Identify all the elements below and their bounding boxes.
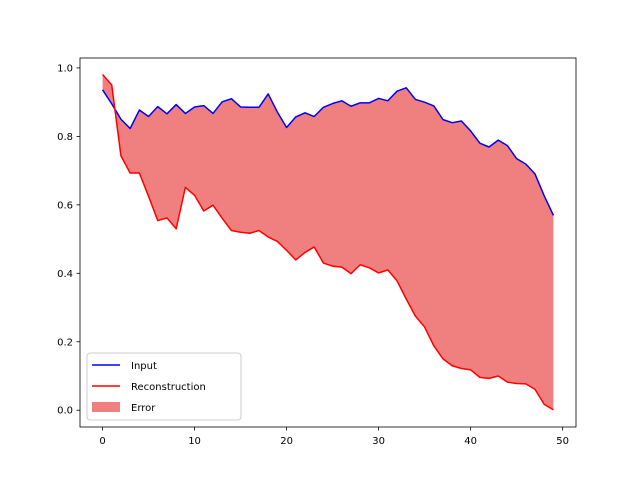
y-tick-label: 0.8 xyxy=(57,132,73,143)
x-tick-label: 30 xyxy=(372,436,385,447)
y-tick-label: 0.4 xyxy=(57,269,73,280)
y-tick-label: 0.6 xyxy=(57,200,73,211)
legend-input-label: Input xyxy=(131,361,157,372)
legend-error-swatch xyxy=(92,402,120,412)
y-tick-label: 0.2 xyxy=(57,337,73,348)
axes-frame xyxy=(79,57,577,428)
axes: 0 10 20 30 40 50 0.0 0.2 0.4 0.6 0.8 1.0 xyxy=(57,57,577,447)
input-line xyxy=(101,87,555,216)
legend-error-label: Error xyxy=(131,403,156,414)
x-tick-label: 50 xyxy=(556,436,569,447)
y-tick-label: 0.0 xyxy=(57,406,73,417)
error-area xyxy=(102,74,554,410)
y-tick-label: 1.0 xyxy=(57,63,73,74)
legend-box xyxy=(86,352,242,421)
legend-reconstruction-label: Reconstruction xyxy=(131,382,206,393)
reconstruction-line xyxy=(101,73,554,411)
legend: Input Reconstruction Error xyxy=(86,352,242,421)
plot-area xyxy=(101,73,555,411)
x-tick-label: 0 xyxy=(99,436,105,447)
x-tick-label: 40 xyxy=(464,436,477,447)
x-tick-label: 20 xyxy=(280,436,293,447)
x-tick-label: 10 xyxy=(188,436,201,447)
